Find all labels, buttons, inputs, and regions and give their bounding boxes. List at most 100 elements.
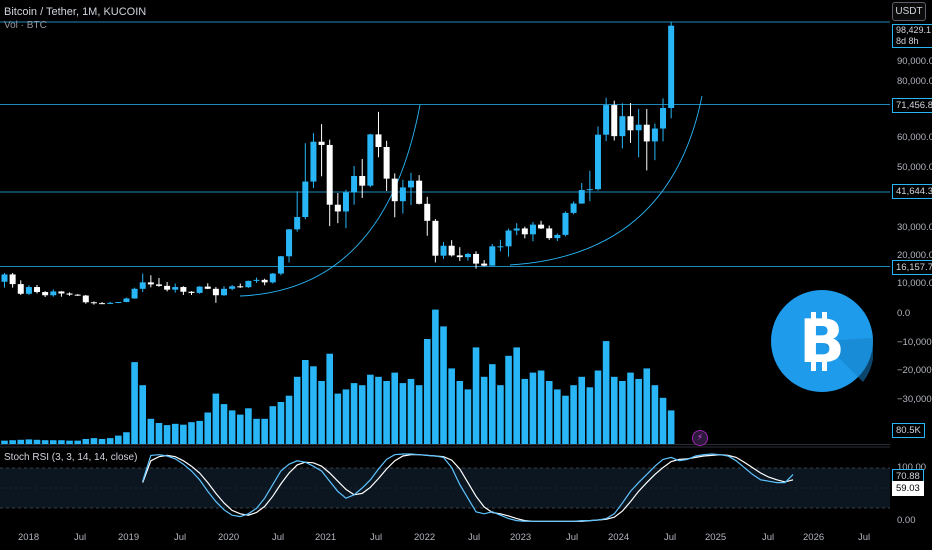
trend-arc: [239, 104, 421, 297]
candle-body: [497, 246, 504, 248]
candle-body: [359, 175, 366, 186]
volume-bar: [342, 389, 350, 444]
candle-body: [432, 220, 439, 256]
candle-body: [611, 105, 618, 137]
candle-body: [204, 286, 211, 289]
volume-bar: [82, 438, 90, 444]
candle-body: [603, 105, 610, 135]
candle-body: [668, 25, 675, 109]
candle-body: [269, 273, 276, 283]
candle-body: [326, 144, 333, 205]
candle-body: [188, 291, 195, 293]
candle-body: [66, 293, 73, 295]
stoch-d-line: [142, 454, 794, 522]
volume-bar: [350, 383, 358, 444]
volume-bar: [334, 393, 342, 444]
volume-bar: [586, 387, 594, 444]
volume-bar: [643, 368, 651, 444]
time-tick: 2024: [608, 532, 630, 543]
volume-bar: [123, 432, 130, 444]
volume-bar: [253, 418, 260, 444]
candle-body: [367, 134, 374, 186]
candle-body: [115, 301, 122, 303]
candle-body: [424, 203, 431, 221]
candle-body: [578, 190, 585, 204]
candle-body: [351, 175, 358, 193]
price-tick: 90,000.0: [897, 56, 932, 67]
candle-body: [651, 128, 658, 142]
candle-body: [17, 284, 24, 294]
candle-body: [310, 141, 317, 182]
time-tick: Jul: [762, 532, 775, 543]
volume-bar: [578, 376, 586, 444]
candle-body: [448, 245, 455, 256]
volume-bar: [659, 397, 667, 444]
volume-bar: [139, 385, 147, 444]
volume-bar: [74, 440, 81, 444]
volume-bar: [667, 410, 675, 444]
stoch-d-tag: 59.03: [892, 481, 924, 496]
volume-bar: [228, 410, 236, 444]
volume-bar: [66, 440, 73, 444]
volume-bar: [529, 372, 537, 444]
candle-body: [147, 282, 154, 285]
candle-body: [505, 230, 512, 247]
time-tick: 2023: [510, 532, 532, 543]
candle-body: [229, 286, 236, 289]
lightning-icon[interactable]: ⚡: [692, 430, 708, 446]
price-tick: 60,000.0: [897, 132, 932, 143]
volume-bar: [147, 418, 155, 444]
volume-bar: [49, 440, 57, 444]
candle-body: [538, 224, 545, 229]
volume-bar: [90, 438, 98, 444]
volume-bar: [41, 440, 49, 444]
candle-body: [416, 180, 423, 204]
time-tick: Jul: [468, 532, 481, 543]
price-tick: 10,000.0: [897, 278, 932, 289]
volume-bar: [188, 422, 195, 444]
volume-bar: [98, 438, 106, 444]
volume-bar: [407, 378, 415, 444]
volume-bar: [513, 347, 520, 444]
stoch-rsi-label[interactable]: Stoch RSI (3, 3, 14, 14, close): [4, 452, 138, 463]
candle-body: [554, 234, 561, 239]
candle-body: [342, 192, 349, 212]
candle-body: [286, 229, 293, 257]
time-tick: 2019: [118, 532, 140, 543]
trend-arcs: [239, 95, 703, 297]
volume-bar: [432, 309, 439, 444]
volume-bar: [277, 402, 285, 444]
volume-bar: [610, 376, 618, 444]
price-candles: [1, 21, 675, 305]
volume-bar: [261, 418, 268, 444]
candle-body: [294, 217, 301, 230]
volume-legend[interactable]: Vol · BTC: [4, 20, 47, 31]
volume-bar: [635, 378, 642, 444]
symbol-title[interactable]: Bitcoin / Tether, 1M, KUCOIN: [4, 6, 147, 18]
currency-button[interactable]: USDT: [892, 2, 926, 21]
time-tick: 2021: [315, 532, 337, 543]
volume-bar: [383, 381, 390, 444]
price-tick: −20,000.0: [897, 365, 932, 376]
candle-body: [570, 203, 577, 213]
candle-body: [375, 134, 382, 147]
candle-body: [627, 116, 634, 131]
level-tag-41644: 41,644.3: [892, 184, 932, 199]
volume-bar: [456, 381, 464, 444]
volume-bar: [562, 395, 569, 444]
candle-body: [660, 108, 667, 129]
volume-bar: [391, 372, 399, 444]
volume-bar: [489, 364, 496, 444]
time-tick: Jul: [664, 532, 677, 543]
volume-bar: [358, 385, 366, 444]
candle-body: [196, 286, 203, 293]
stoch-k-line: [142, 453, 794, 522]
volume-bar: [594, 370, 602, 444]
candle-body: [90, 302, 97, 304]
volume-bar: [236, 414, 244, 444]
time-tick: Jul: [272, 532, 285, 543]
candle-body: [546, 228, 553, 239]
level-tag-71456: 71,456.8: [892, 98, 932, 113]
